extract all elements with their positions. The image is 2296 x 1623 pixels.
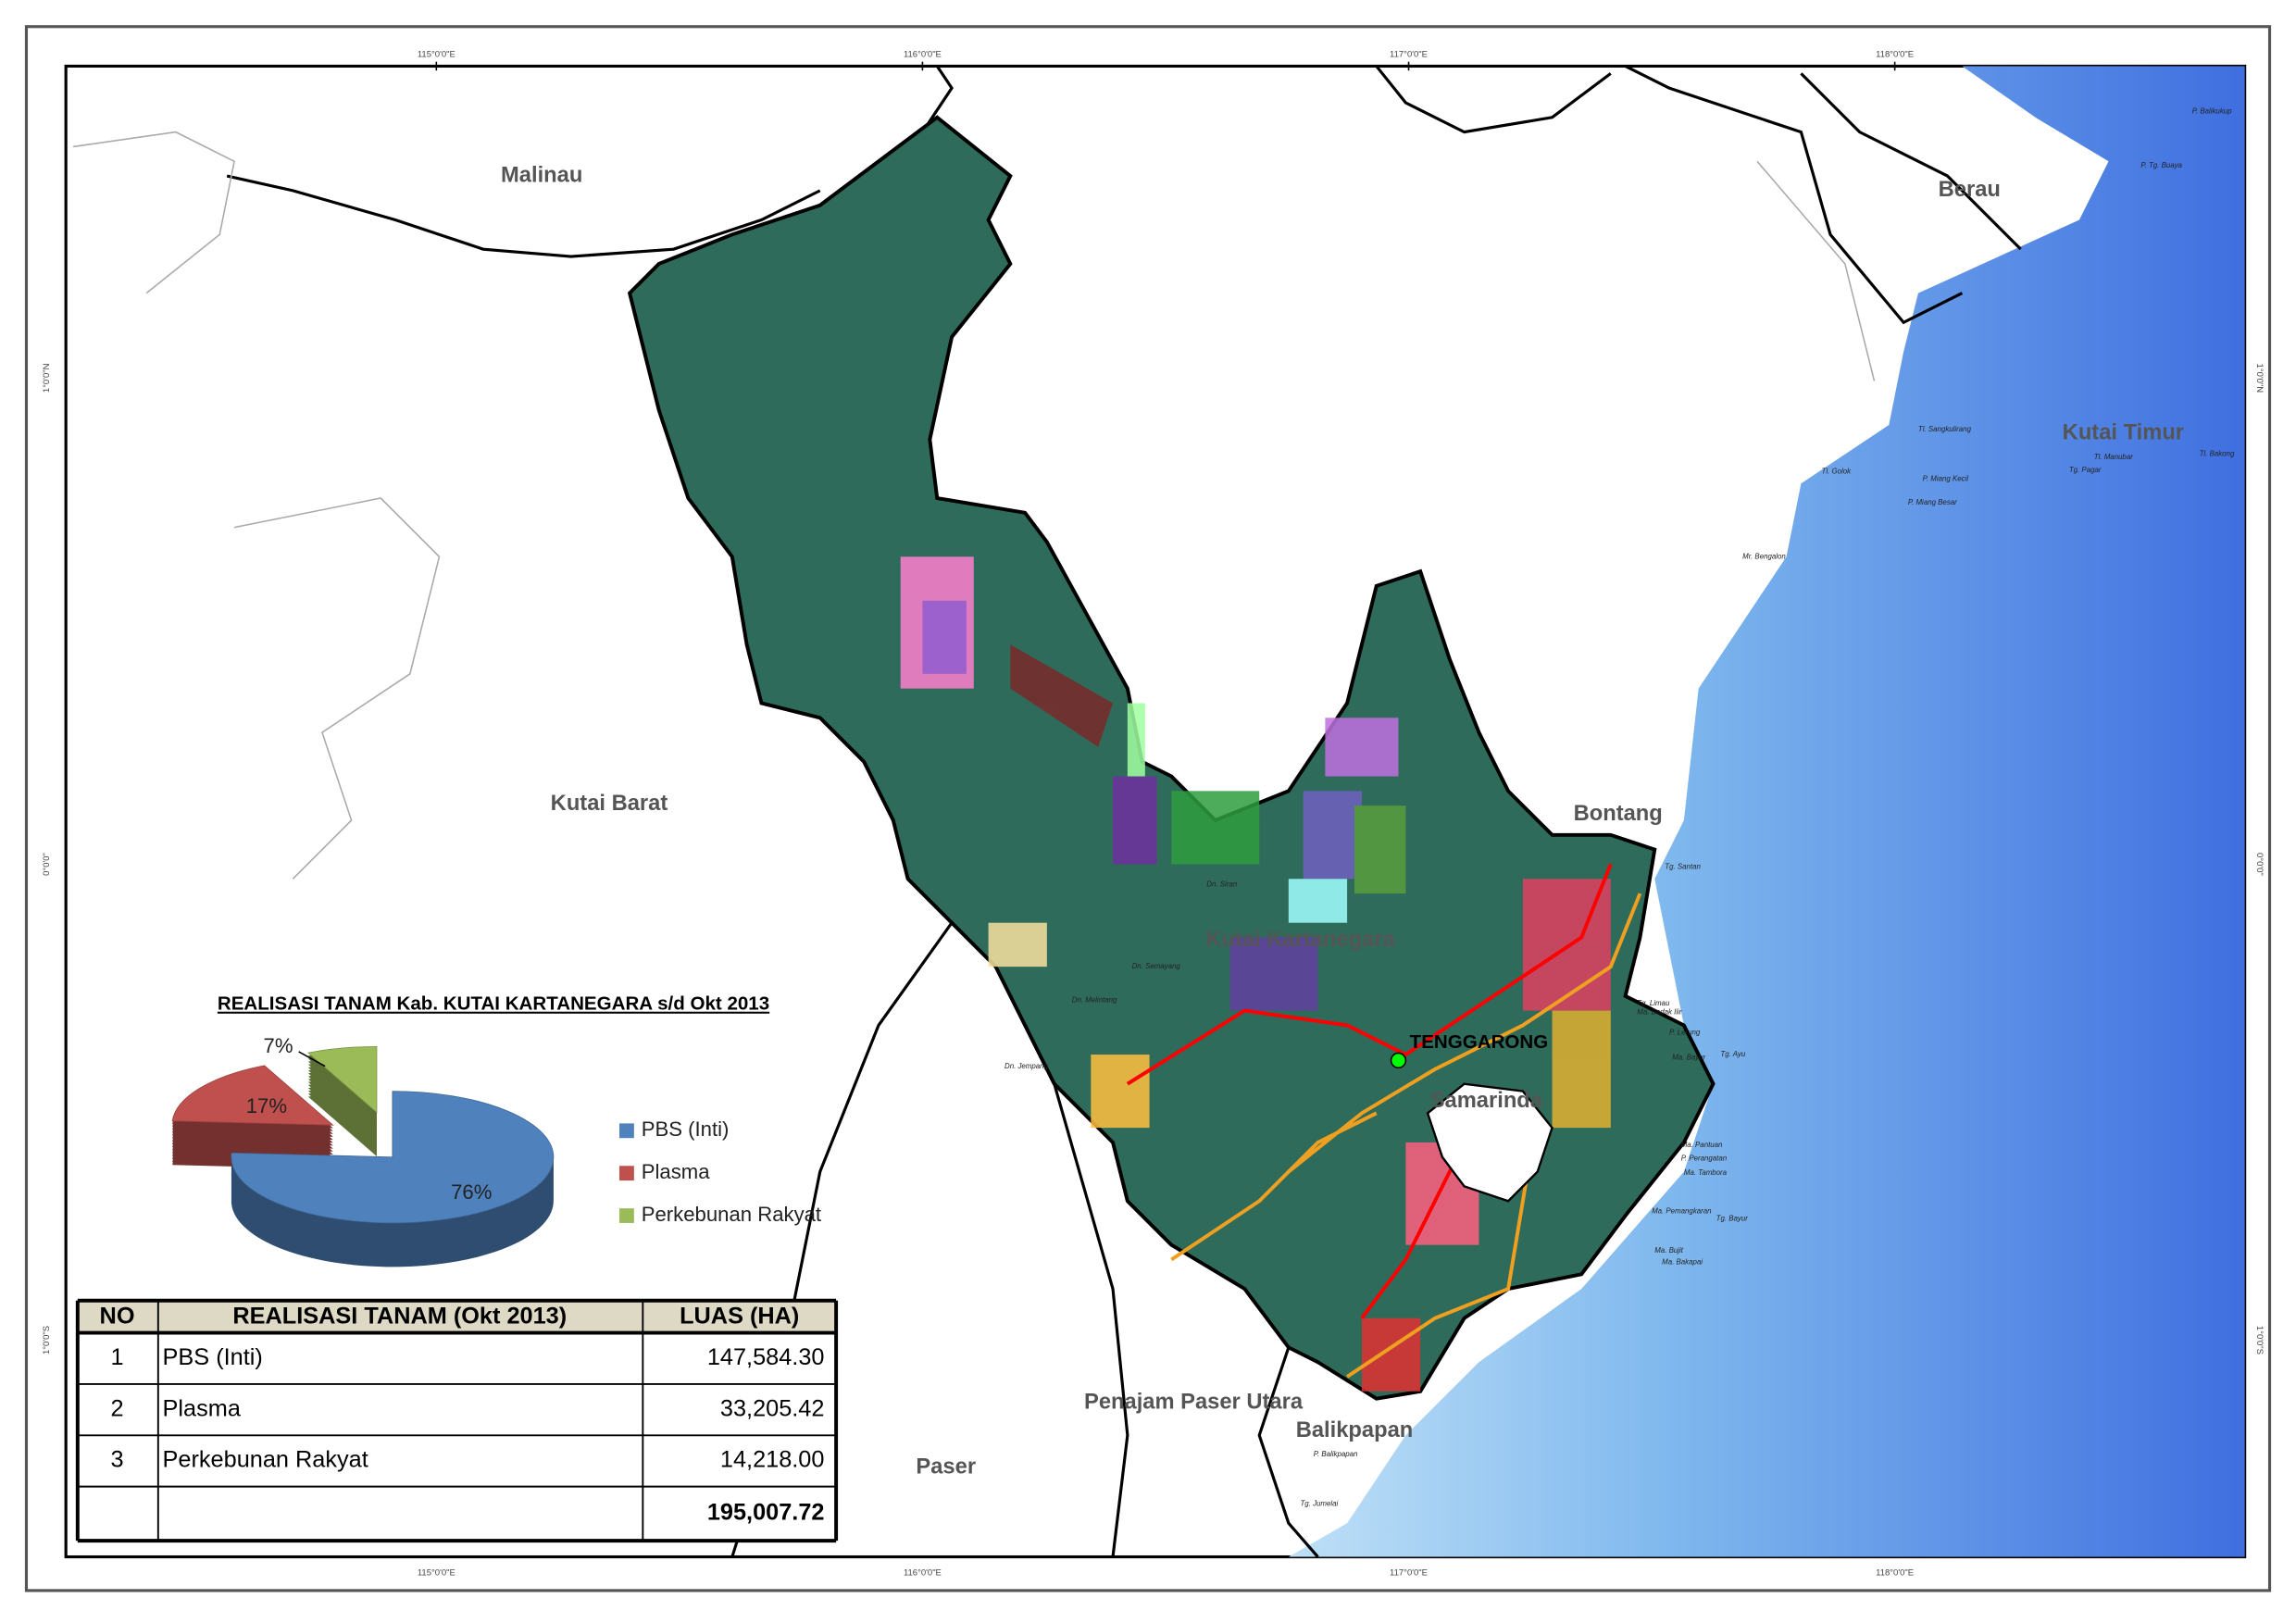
place-label: Tl. Sangkulirang bbox=[1918, 425, 1972, 433]
place-label: Tg. Limau bbox=[1637, 999, 1670, 1007]
data-label: 76% bbox=[451, 1180, 492, 1204]
place-label: P. Balikpapan bbox=[1314, 1450, 1358, 1458]
longitude-label: 116°0'0"E bbox=[904, 1567, 942, 1578]
place-label: P. Perangatan bbox=[1681, 1154, 1728, 1162]
region-label: Kutai Barat bbox=[551, 792, 668, 816]
place-label: Tg. Ayu bbox=[1720, 1050, 1745, 1058]
place-label: Dn. Jempang bbox=[1004, 1062, 1049, 1070]
capital-marker bbox=[1390, 1052, 1407, 1069]
place-label: Tl. Manubar bbox=[2094, 453, 2133, 461]
table-cell: 147,584.30 bbox=[707, 1344, 825, 1370]
place-label: Tg. Santan bbox=[1665, 863, 1701, 871]
longitude-label: 118°0'0"E bbox=[1876, 1567, 1914, 1578]
samarinda-area bbox=[1426, 1082, 1554, 1203]
table-header-bg bbox=[77, 1300, 837, 1333]
data-label: 17% bbox=[246, 1094, 287, 1117]
table-header: NO bbox=[100, 1304, 135, 1330]
table-cell: 3 bbox=[110, 1447, 123, 1473]
longitude-label: 115°0'0"E bbox=[418, 49, 455, 59]
place-label: P. Balikukup bbox=[2192, 107, 2232, 116]
table-cell: 2 bbox=[110, 1395, 123, 1421]
table-body-bg bbox=[77, 1332, 837, 1542]
table-total: 195,007.72 bbox=[707, 1500, 825, 1526]
region-label: Balikpapan bbox=[1296, 1418, 1414, 1442]
admin-borders bbox=[226, 65, 2022, 1558]
legend-swatch bbox=[619, 1166, 634, 1181]
pie-slice bbox=[171, 1065, 334, 1126]
place-label: Tl. Bakong bbox=[2200, 450, 2235, 458]
chart-title: REALISASI TANAM Kab. KUTAI KARTANEGARA s… bbox=[218, 993, 769, 1015]
latitude-label: 1°0'0"S bbox=[42, 1326, 52, 1355]
place-label: P. Tg. Buaya bbox=[2140, 161, 2182, 169]
longitude-label: 117°0'0"E bbox=[1390, 49, 1428, 59]
table-cell: PBS (Inti) bbox=[163, 1344, 263, 1370]
region-label: Malinau bbox=[501, 163, 582, 187]
latitude-label: 1°0'0"N bbox=[42, 363, 52, 393]
region-label: Berau bbox=[1939, 178, 2001, 202]
place-label: Tg. Jumelai bbox=[1300, 1500, 1338, 1508]
place-label: Tg. Bayur bbox=[1716, 1214, 1749, 1222]
region-label: Kutai Kartanegara bbox=[1205, 928, 1395, 952]
region-label: Samarinda bbox=[1430, 1089, 1543, 1113]
longitude-label: 116°0'0"E bbox=[904, 49, 942, 59]
pie-slice bbox=[307, 1045, 378, 1114]
place-label: Mr. Bengalon bbox=[1742, 552, 1786, 560]
table-cell: Perkebunan Rakyat bbox=[163, 1447, 368, 1473]
neighbor-borders bbox=[72, 131, 1876, 880]
place-label: Dn. Siran bbox=[1206, 880, 1238, 889]
latitude-label: 0°0'0" bbox=[2254, 853, 2265, 876]
kutai-kartanegara-area bbox=[627, 115, 1716, 1401]
place-label: P. Miang Kecil bbox=[1923, 475, 1969, 483]
place-label: Ma. Bakapai bbox=[1662, 1258, 1703, 1267]
region-label: TENGGARONG bbox=[1410, 1031, 1549, 1053]
place-label: Ma. Tambora bbox=[1684, 1168, 1728, 1177]
table-header: REALISASI TANAM (Okt 2013) bbox=[232, 1304, 567, 1330]
sea bbox=[1288, 66, 2245, 1557]
place-label: P. Lerung bbox=[1669, 1028, 1701, 1036]
place-label: Ma. Pantuan bbox=[1681, 1141, 1723, 1149]
latitude-label: 1°0'0"S bbox=[2254, 1326, 2265, 1355]
region-label: Paser bbox=[916, 1454, 976, 1479]
place-label: Dn. Melintang bbox=[1072, 996, 1117, 1005]
table-cell: 1 bbox=[110, 1344, 123, 1370]
legend-label: Plasma bbox=[642, 1160, 710, 1183]
region-label: Bontang bbox=[1574, 802, 1663, 826]
table-cell: 33,205.42 bbox=[720, 1395, 825, 1421]
table-header: LUAS (HA) bbox=[680, 1304, 799, 1330]
place-label: Ma. Pemangkaran bbox=[1652, 1206, 1712, 1215]
place-label: Tg. Pagar bbox=[2069, 466, 2102, 474]
latitude-label: 1°0'0"N bbox=[2254, 364, 2265, 393]
legend-swatch bbox=[619, 1208, 634, 1223]
legend-label: PBS (Inti) bbox=[642, 1117, 730, 1141]
place-label: Dn. Semayang bbox=[1132, 962, 1181, 970]
legend-label: Perkebunan Rakyat bbox=[642, 1203, 821, 1226]
data-label: 7% bbox=[264, 1034, 293, 1057]
place-label: P. Miang Besar bbox=[1908, 498, 1957, 506]
place-label: Ma. Badak Ilir bbox=[1637, 1007, 1682, 1016]
region-label: Kutai Timur bbox=[2063, 421, 2184, 445]
table-cell: 14,218.00 bbox=[720, 1447, 825, 1473]
longitude-label: 115°0'0"E bbox=[418, 1567, 455, 1578]
table: NO REALISASI TANAM (Okt 2013) LUAS (HA) 1 PB… bbox=[75, 1298, 839, 1543]
table-cell: Plasma bbox=[163, 1395, 242, 1421]
longitude-label: 118°0'0"E bbox=[1876, 49, 1914, 59]
longitude-label: 117°0'0"E bbox=[1390, 1567, 1428, 1578]
place-label: Ma. Bayur bbox=[1672, 1053, 1705, 1061]
legend-swatch bbox=[619, 1123, 634, 1139]
region-label: Penajam Paser Utara bbox=[1084, 1391, 1304, 1415]
place-label: Tl. Golok bbox=[1822, 468, 1853, 476]
latitude-label: 0°0'0" bbox=[42, 853, 52, 876]
pie-chart: 76% 17% 7% bbox=[171, 1034, 555, 1267]
leader-line bbox=[298, 1051, 326, 1067]
place-label: Ma. Bujit bbox=[1654, 1246, 1684, 1255]
pie-slice bbox=[231, 1091, 555, 1224]
